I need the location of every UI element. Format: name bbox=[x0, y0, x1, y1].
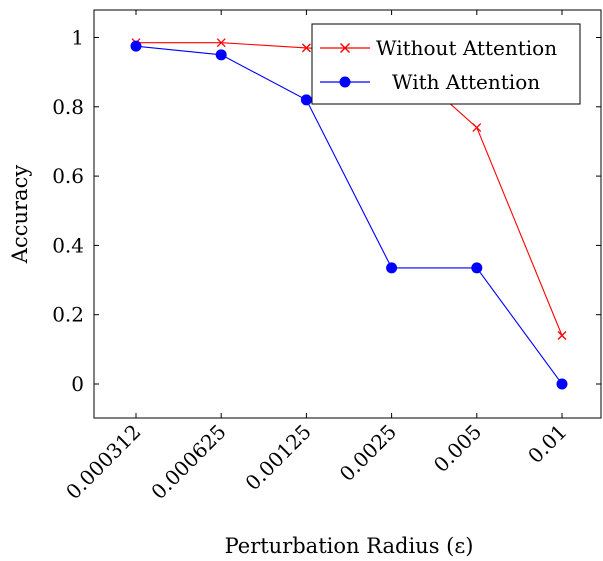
marker-stroke bbox=[472, 123, 482, 133]
data-point-with-attention bbox=[386, 262, 398, 274]
marker-stroke bbox=[557, 331, 567, 340]
legend-label-without-attention: Without Attention bbox=[376, 36, 557, 60]
y-tick-label: 0.4 bbox=[52, 233, 84, 257]
legend: Without Attention With Attention bbox=[311, 23, 581, 105]
data-point-without-attention bbox=[557, 331, 567, 340]
marker-stroke bbox=[216, 38, 226, 48]
y-tick-label: 0.6 bbox=[52, 164, 84, 188]
legend-marker-without-attention bbox=[340, 43, 350, 53]
data-point-with-attention bbox=[300, 94, 312, 106]
x-axis-title: Perturbation Radius (ε) bbox=[225, 534, 474, 558]
y-tick-label: 0.8 bbox=[52, 95, 84, 119]
y-tick-label: 0 bbox=[71, 372, 84, 396]
legend-box bbox=[311, 23, 581, 105]
x-tick-label: 0.005 bbox=[429, 420, 486, 477]
y-axis-title: Accuracy bbox=[8, 165, 32, 265]
legend-label-with-attention: With Attention bbox=[392, 70, 540, 94]
data-point-with-attention bbox=[556, 378, 568, 390]
data-point-with-attention bbox=[471, 262, 483, 274]
data-point-without-attention bbox=[472, 123, 482, 133]
y-tick-label: 0.2 bbox=[52, 303, 84, 327]
data-point-without-attention bbox=[216, 38, 226, 48]
x-tick-label: 0.000312 bbox=[61, 420, 145, 504]
y-axis-ticks: 0 0.2 0.4 0.6 0.8 1 bbox=[52, 26, 601, 396]
data-point-without-attention bbox=[301, 43, 311, 53]
marker-stroke bbox=[301, 43, 311, 53]
x-tick-label: 0.00125 bbox=[240, 420, 315, 495]
data-point-with-attention bbox=[215, 49, 227, 61]
series-line-with-attention bbox=[135, 45, 563, 385]
x-tick-label: 0.0025 bbox=[335, 420, 401, 486]
x-tick-label: 0.000625 bbox=[146, 420, 230, 504]
y-tick-label: 1 bbox=[71, 26, 84, 50]
data-point-with-attention bbox=[130, 40, 142, 52]
plot-frame bbox=[93, 9, 602, 419]
legend-marker-with-attention bbox=[339, 76, 351, 88]
x-tick-label: 0.01 bbox=[523, 420, 571, 468]
